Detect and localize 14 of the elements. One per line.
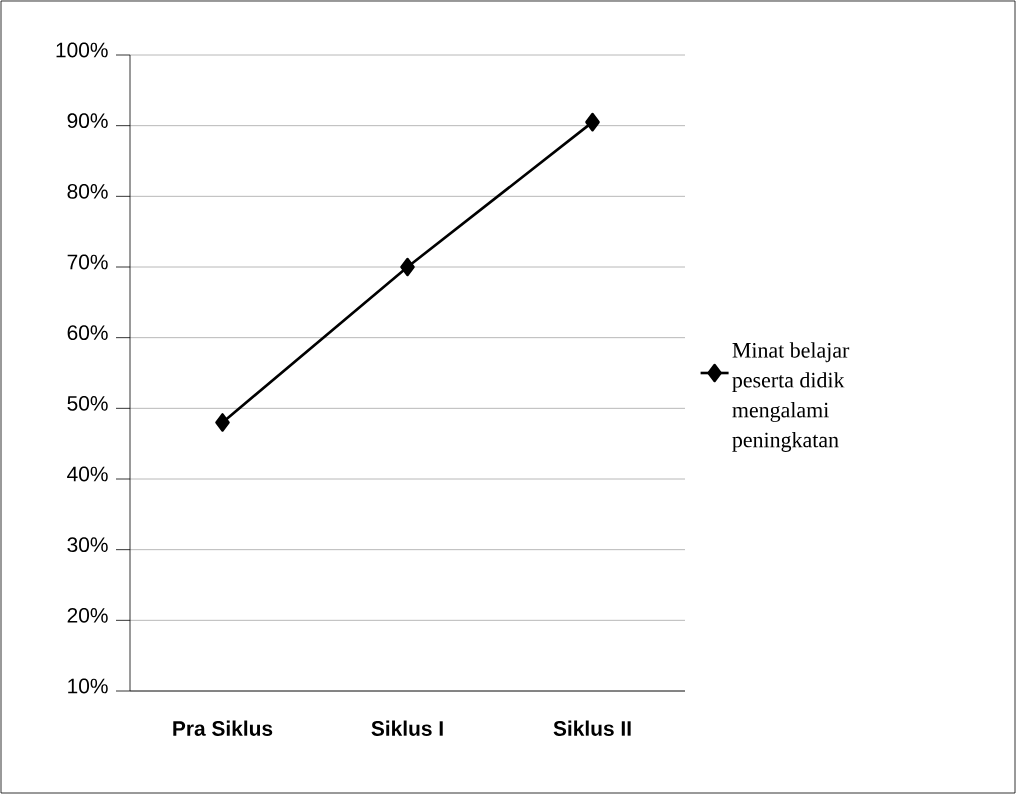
y-tick-label: 70%	[67, 254, 108, 270]
y-tick-label: 40%	[67, 466, 108, 482]
text: Minat belajar peserta didik mengalami peningkatan	[732, 342, 850, 452]
y-tick-label: 30%	[67, 537, 108, 553]
x-tick-label: Siklus I	[371, 720, 443, 736]
x-tick-label: Pra Siklus	[173, 720, 273, 736]
y-tick-label: 60%	[67, 325, 108, 341]
y-tick-label: 100%	[56, 42, 108, 58]
y-tick-label: 20%	[67, 607, 108, 623]
y-tick-label: 50%	[67, 395, 108, 411]
y-tick-label: 90%	[67, 113, 108, 129]
y-tick-label: 80%	[67, 183, 108, 199]
y-tick-label: 10%	[68, 678, 108, 694]
x-tick-label: Siklus II	[553, 720, 631, 736]
